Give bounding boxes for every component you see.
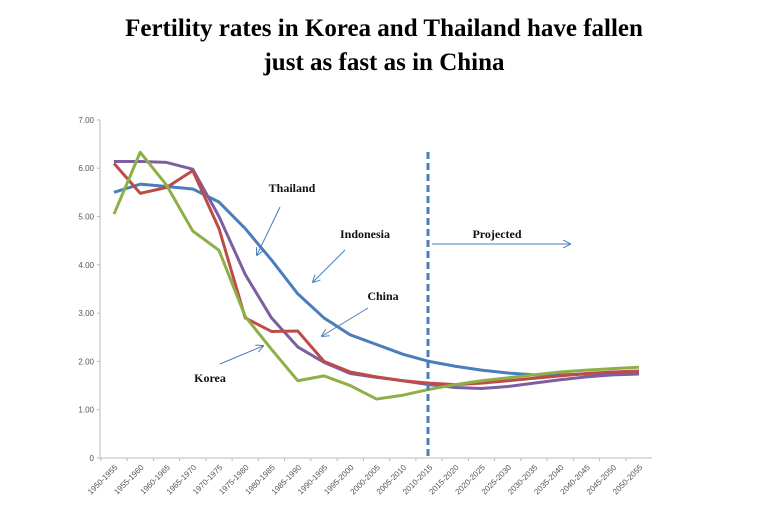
series-line-china [112, 162, 640, 387]
y-tick-label: 0 [90, 454, 95, 463]
y-tick-label: 3.00 [78, 309, 94, 318]
annotation-arrow-korea [219, 346, 263, 365]
y-tick-label: 4.00 [78, 261, 94, 270]
annotation-thailand: Thailand [269, 181, 316, 195]
y-tick-label: 2.00 [78, 357, 94, 366]
chart-title-line-1: Fertility rates in Korea and Thailand ha… [125, 15, 643, 42]
annotation-china: China [367, 289, 398, 303]
series-line-thailand [114, 159, 640, 390]
annotation-indonesia: Indonesia [340, 227, 390, 241]
y-tick-label: 1.00 [78, 406, 94, 415]
chart-title-line-2: just as fast as in China [263, 49, 505, 76]
annotation-arrow-thailand [257, 206, 281, 255]
series-line-korea [112, 150, 640, 401]
y-tick-label: 6.00 [78, 164, 94, 173]
annotation-projected: Projected [472, 227, 521, 241]
chart-title: Fertility rates in Korea and Thailand ha… [0, 12, 768, 80]
y-tick-label: 7.00 [78, 116, 94, 125]
annotation-korea: Korea [194, 371, 226, 385]
y-tick-label: 5.00 [78, 213, 94, 222]
annotation-arrow-indonesia [313, 249, 346, 282]
series-line-indonesia [113, 182, 640, 377]
annotation-arrow-china [322, 307, 369, 336]
